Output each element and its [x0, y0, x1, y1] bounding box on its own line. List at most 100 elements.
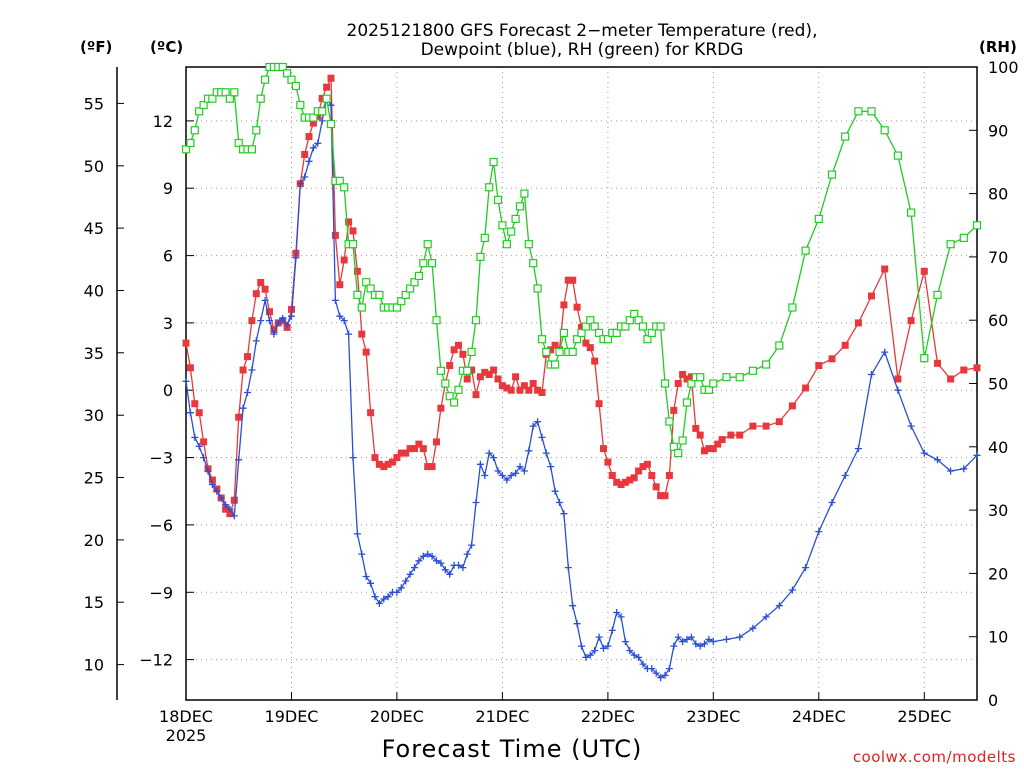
- temperature-point: [604, 458, 612, 466]
- rh-point: [841, 132, 850, 141]
- rh-point: [225, 94, 234, 103]
- rh-point: [687, 379, 696, 388]
- rh-point: [471, 316, 481, 325]
- dewpoint-point: [665, 665, 673, 673]
- temperature-point: [424, 463, 432, 471]
- temperature-point: [551, 341, 559, 349]
- rh-point: [199, 100, 208, 110]
- rh-point: [195, 107, 204, 116]
- rh-point: [788, 303, 797, 312]
- rh-point: [410, 278, 419, 287]
- dewpoint-point: [459, 564, 467, 572]
- dewpoint-point: [397, 584, 405, 592]
- rh-point: [520, 189, 529, 198]
- dewpoint-point: [239, 404, 247, 412]
- rh-tick-label: 90: [988, 121, 1008, 140]
- dewpoint-point: [683, 635, 691, 643]
- temperature-point: [643, 460, 651, 468]
- dewpoint-point: [657, 674, 665, 682]
- temperature-point: [947, 375, 955, 383]
- dewpoint-series: [182, 94, 981, 682]
- temperature-point: [323, 83, 331, 91]
- temperature-point: [621, 478, 629, 486]
- rh-point: [748, 366, 758, 375]
- temperature-point: [375, 460, 383, 468]
- dewpoint-point: [604, 642, 612, 650]
- dewpoint-point: [331, 296, 339, 304]
- rh-point: [920, 354, 929, 363]
- celsius-tick-label: −3: [149, 449, 173, 468]
- dewpoint-point: [441, 566, 449, 574]
- temperature-point: [406, 445, 414, 453]
- temperature-point: [397, 449, 405, 457]
- rh-point: [524, 240, 533, 249]
- x-tick-label: 23DEC: [686, 707, 740, 726]
- dewpoint-point: [881, 348, 889, 356]
- dewpoint-point: [802, 564, 810, 572]
- dewpoint-point: [266, 317, 273, 325]
- dewpoint-point: [208, 481, 216, 488]
- rh-point: [827, 170, 837, 179]
- temperature-point: [235, 413, 243, 421]
- dewpoint-point: [705, 635, 713, 643]
- rh-point: [480, 233, 489, 242]
- rh-point: [326, 119, 336, 129]
- temperature-point: [626, 476, 634, 484]
- rh-point: [221, 88, 230, 97]
- rh-point: [419, 259, 428, 268]
- temperature-point: [674, 380, 682, 387]
- dewpoint-point: [547, 463, 555, 471]
- temperature-point: [248, 317, 256, 325]
- temperature-point: [718, 436, 726, 444]
- celsius-tick-label: 6: [163, 247, 173, 266]
- dewpoint-point: [503, 476, 511, 484]
- dewpoint-point: [560, 510, 568, 518]
- rh-point: [555, 347, 564, 356]
- rh-series: [181, 62, 982, 458]
- dewpoint-point: [305, 157, 313, 165]
- rh-point: [656, 322, 665, 331]
- temperature-point: [705, 445, 713, 453]
- temperature-point: [775, 418, 783, 426]
- fahrenheit-tick-label: 40: [84, 282, 104, 301]
- dewpoint-point: [292, 254, 300, 262]
- rh-point: [735, 373, 744, 382]
- dewpoint-point: [854, 445, 862, 453]
- rh-point: [630, 309, 639, 318]
- rh-point: [880, 126, 889, 135]
- rh-point: [682, 398, 692, 407]
- credit-text: coolwx.com/modelts: [853, 748, 1016, 766]
- celsius-tick-label: 3: [163, 314, 173, 333]
- temperature-point: [226, 510, 234, 518]
- temperature-point: [490, 366, 498, 374]
- temperature-point: [472, 391, 480, 399]
- dewpoint-line: [185, 96, 978, 679]
- dewpoint-point: [468, 541, 476, 549]
- dewpoint-point: [639, 660, 647, 668]
- temperature-point: [266, 308, 273, 316]
- temperature-point: [200, 438, 208, 446]
- dewpoint-point: [556, 499, 563, 506]
- celsius-tick-label: 0: [163, 381, 173, 400]
- temperature-point: [564, 276, 572, 284]
- rh-tick-label: 20: [988, 564, 1008, 583]
- temperature-series: [182, 74, 981, 518]
- rh-point: [181, 145, 191, 154]
- dewpoint-point: [947, 467, 955, 475]
- temperature-point: [257, 279, 265, 286]
- rh-point: [581, 322, 591, 331]
- temperature-point: [679, 371, 687, 378]
- temperature-point: [815, 362, 823, 369]
- dewpoint-point: [687, 633, 695, 641]
- dewpoint-point: [934, 456, 941, 464]
- temperature-point: [494, 375, 502, 383]
- dewpoint-point: [573, 620, 581, 628]
- rh-point: [775, 341, 784, 350]
- dewpoint-point: [841, 472, 849, 479]
- dewpoint-point: [512, 469, 520, 477]
- dewpoint-point: [736, 633, 744, 641]
- dewpoint-point: [274, 319, 282, 327]
- dewpoint-point: [586, 651, 594, 659]
- dewpoint-point: [327, 101, 335, 109]
